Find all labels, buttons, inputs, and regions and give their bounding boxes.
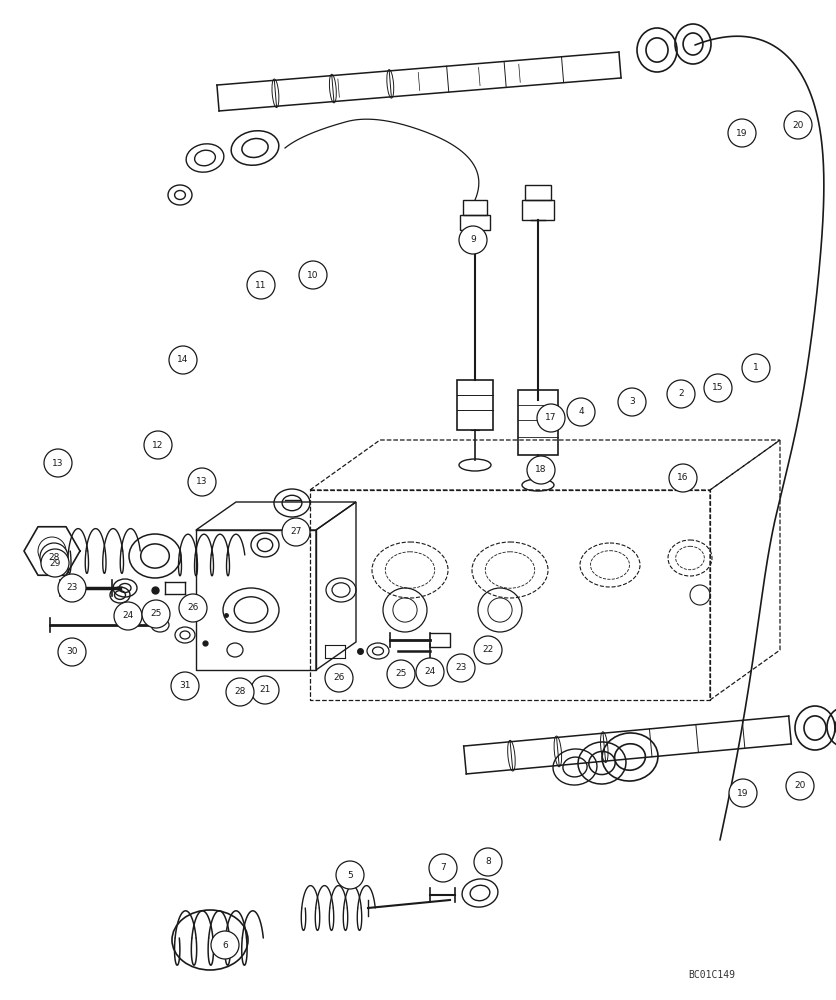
Text: 11: 11 bbox=[255, 280, 267, 290]
Text: BC01C149: BC01C149 bbox=[689, 970, 736, 980]
Text: 31: 31 bbox=[179, 682, 191, 690]
Text: 21: 21 bbox=[259, 686, 271, 694]
Circle shape bbox=[325, 664, 353, 692]
Text: 19: 19 bbox=[737, 788, 749, 798]
Text: 25: 25 bbox=[150, 609, 161, 618]
Text: 29: 29 bbox=[49, 558, 61, 568]
Circle shape bbox=[282, 518, 310, 546]
Text: 1: 1 bbox=[753, 363, 759, 372]
Circle shape bbox=[728, 119, 756, 147]
Circle shape bbox=[142, 600, 170, 628]
Text: 25: 25 bbox=[395, 670, 406, 678]
Text: 22: 22 bbox=[482, 646, 493, 654]
Circle shape bbox=[299, 261, 327, 289]
Circle shape bbox=[459, 226, 487, 254]
Text: 13: 13 bbox=[52, 458, 64, 468]
Circle shape bbox=[114, 602, 142, 630]
Text: 28: 28 bbox=[234, 688, 246, 696]
Text: 26: 26 bbox=[334, 674, 344, 682]
Circle shape bbox=[729, 779, 757, 807]
Text: 23: 23 bbox=[456, 664, 466, 672]
Circle shape bbox=[188, 468, 216, 496]
Text: 26: 26 bbox=[187, 603, 199, 612]
Text: 7: 7 bbox=[440, 863, 446, 872]
Circle shape bbox=[40, 543, 68, 571]
Circle shape bbox=[742, 354, 770, 382]
Text: 15: 15 bbox=[712, 383, 724, 392]
Circle shape bbox=[211, 931, 239, 959]
Text: 30: 30 bbox=[66, 648, 78, 656]
Text: 5: 5 bbox=[347, 870, 353, 880]
Circle shape bbox=[58, 574, 86, 602]
Circle shape bbox=[179, 594, 207, 622]
Text: 20: 20 bbox=[793, 120, 803, 129]
Circle shape bbox=[429, 854, 457, 882]
Text: 23: 23 bbox=[66, 584, 78, 592]
Text: 3: 3 bbox=[630, 397, 635, 406]
Text: 16: 16 bbox=[677, 474, 689, 483]
Circle shape bbox=[58, 638, 86, 666]
Circle shape bbox=[618, 388, 646, 416]
Circle shape bbox=[667, 380, 695, 408]
Text: 6: 6 bbox=[222, 940, 228, 950]
Circle shape bbox=[786, 772, 814, 800]
Text: 24: 24 bbox=[122, 611, 134, 620]
Text: 13: 13 bbox=[196, 478, 208, 487]
Text: 10: 10 bbox=[308, 270, 319, 279]
Circle shape bbox=[537, 404, 565, 432]
Circle shape bbox=[336, 861, 364, 889]
Circle shape bbox=[567, 398, 595, 426]
Circle shape bbox=[171, 672, 199, 700]
Text: 2: 2 bbox=[678, 389, 684, 398]
Text: 14: 14 bbox=[177, 356, 189, 364]
Circle shape bbox=[247, 271, 275, 299]
Text: 20: 20 bbox=[794, 782, 806, 790]
Circle shape bbox=[387, 660, 415, 688]
Text: 9: 9 bbox=[470, 235, 476, 244]
Circle shape bbox=[527, 456, 555, 484]
Text: 17: 17 bbox=[545, 414, 557, 422]
Text: 12: 12 bbox=[152, 440, 164, 450]
Circle shape bbox=[416, 658, 444, 686]
Text: 27: 27 bbox=[290, 528, 302, 536]
Text: 19: 19 bbox=[737, 128, 747, 137]
Circle shape bbox=[41, 549, 69, 577]
Text: 4: 4 bbox=[579, 408, 584, 416]
Circle shape bbox=[474, 636, 502, 664]
Circle shape bbox=[144, 431, 172, 459]
Text: 24: 24 bbox=[425, 668, 436, 676]
Circle shape bbox=[784, 111, 812, 139]
Text: 28: 28 bbox=[48, 552, 59, 562]
Circle shape bbox=[44, 449, 72, 477]
Circle shape bbox=[704, 374, 732, 402]
Circle shape bbox=[474, 848, 502, 876]
Circle shape bbox=[447, 654, 475, 682]
Circle shape bbox=[169, 346, 197, 374]
Circle shape bbox=[251, 676, 279, 704]
Circle shape bbox=[669, 464, 697, 492]
Circle shape bbox=[226, 678, 254, 706]
Text: 18: 18 bbox=[535, 466, 547, 475]
Text: 8: 8 bbox=[485, 857, 491, 866]
